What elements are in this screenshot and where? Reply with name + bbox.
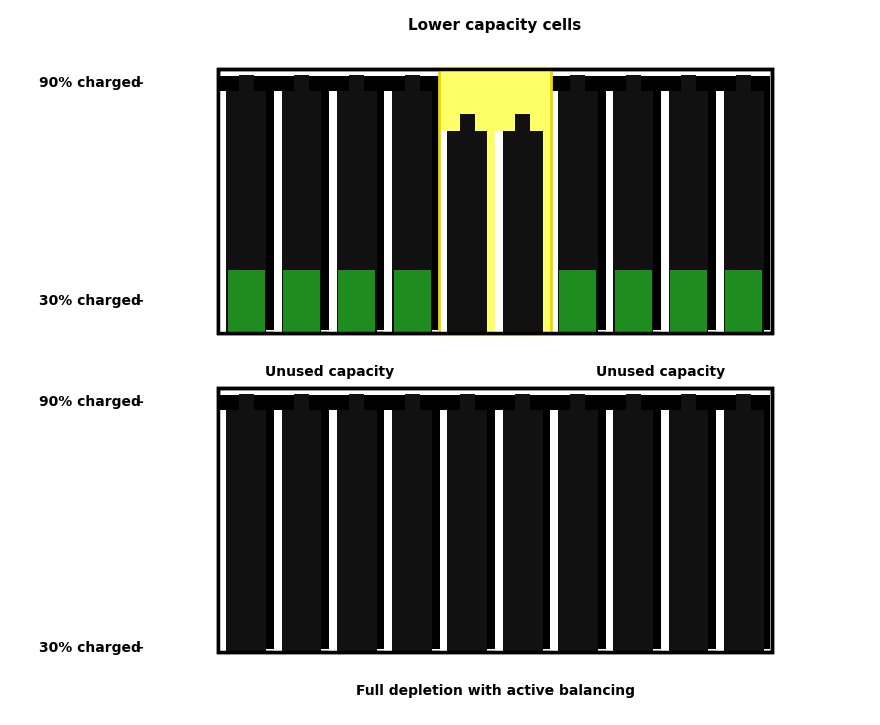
- Bar: [282, 410, 321, 650]
- Bar: [282, 91, 321, 331]
- Bar: [558, 91, 598, 331]
- Bar: [447, 410, 488, 650]
- Bar: [337, 91, 377, 331]
- Bar: [385, 410, 392, 650]
- Text: 90% charged: 90% charged: [39, 395, 141, 409]
- Bar: [626, 75, 641, 91]
- Bar: [495, 410, 502, 650]
- Bar: [447, 130, 488, 331]
- Bar: [669, 91, 708, 331]
- Bar: [218, 388, 772, 652]
- Bar: [661, 410, 669, 650]
- Bar: [405, 394, 420, 410]
- Bar: [605, 91, 613, 331]
- Text: Unused capacity: Unused capacity: [265, 365, 393, 379]
- Bar: [459, 114, 475, 130]
- Bar: [440, 130, 447, 331]
- Bar: [723, 410, 764, 650]
- Bar: [681, 394, 696, 410]
- Bar: [349, 75, 364, 91]
- Bar: [294, 75, 309, 91]
- Bar: [570, 75, 585, 91]
- Bar: [716, 91, 723, 331]
- Text: Unused capacity: Unused capacity: [597, 365, 725, 379]
- Bar: [669, 410, 708, 650]
- Bar: [218, 69, 772, 333]
- Bar: [392, 91, 432, 331]
- Bar: [440, 410, 447, 650]
- Bar: [550, 91, 558, 331]
- Bar: [283, 270, 320, 331]
- Bar: [716, 410, 723, 650]
- Bar: [228, 270, 265, 331]
- Bar: [220, 76, 770, 330]
- Bar: [626, 394, 641, 410]
- Bar: [226, 410, 267, 650]
- Bar: [570, 394, 585, 410]
- Bar: [613, 410, 653, 650]
- Bar: [238, 75, 253, 91]
- Bar: [550, 410, 558, 650]
- Bar: [329, 410, 337, 650]
- Bar: [723, 91, 764, 331]
- Bar: [661, 91, 669, 331]
- Bar: [337, 410, 377, 650]
- Bar: [220, 395, 770, 649]
- Text: 30% charged: 30% charged: [39, 294, 141, 308]
- Bar: [560, 270, 597, 331]
- Bar: [238, 394, 253, 410]
- Bar: [613, 91, 653, 331]
- Bar: [459, 394, 475, 410]
- Bar: [681, 75, 696, 91]
- Bar: [502, 130, 543, 331]
- Bar: [218, 91, 226, 331]
- Bar: [226, 91, 267, 331]
- Bar: [274, 91, 282, 331]
- Bar: [338, 270, 376, 331]
- Bar: [515, 394, 531, 410]
- Text: Lower capacity cells: Lower capacity cells: [408, 18, 582, 33]
- Bar: [558, 410, 598, 650]
- Bar: [439, 67, 551, 334]
- Bar: [218, 69, 772, 333]
- Bar: [670, 270, 707, 331]
- Bar: [614, 270, 652, 331]
- Text: Full depletion with active balancing: Full depletion with active balancing: [356, 684, 634, 698]
- Text: 90% charged: 90% charged: [39, 76, 141, 90]
- Bar: [274, 410, 282, 650]
- Bar: [725, 270, 762, 331]
- Bar: [218, 410, 226, 650]
- Bar: [349, 394, 364, 410]
- Bar: [392, 410, 432, 650]
- Bar: [737, 394, 752, 410]
- Bar: [329, 91, 337, 331]
- Bar: [737, 75, 752, 91]
- Bar: [405, 75, 420, 91]
- Bar: [495, 130, 502, 331]
- Bar: [515, 114, 531, 130]
- Text: 30% charged: 30% charged: [39, 641, 141, 655]
- Bar: [218, 388, 772, 652]
- Bar: [439, 67, 551, 334]
- Bar: [605, 410, 613, 650]
- Bar: [294, 394, 309, 410]
- Bar: [385, 91, 392, 331]
- Bar: [393, 270, 430, 331]
- Bar: [502, 410, 543, 650]
